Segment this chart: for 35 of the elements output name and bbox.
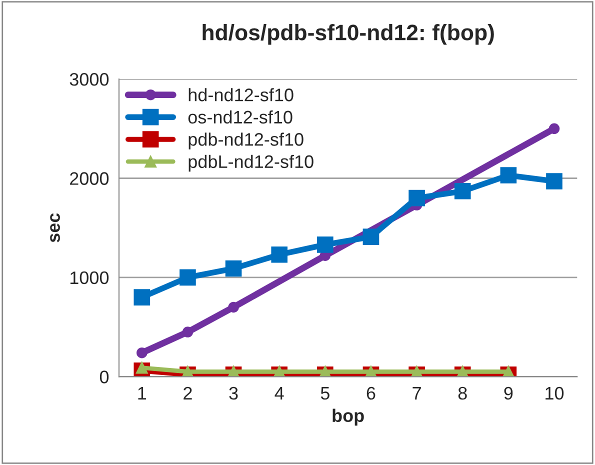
point bbox=[225, 260, 242, 277]
legend-label: hd-nd12-sf10 bbox=[188, 88, 294, 102]
x-tick-label: 3 bbox=[229, 386, 238, 400]
x-tick-label: 8 bbox=[458, 386, 467, 400]
x-tick-label: 10 bbox=[546, 386, 564, 400]
y-tick-label: 0 bbox=[100, 370, 109, 384]
x-tick-label: 1 bbox=[138, 387, 146, 400]
point bbox=[182, 326, 194, 338]
x-tick-label: 6 bbox=[366, 386, 376, 400]
point bbox=[228, 302, 239, 313]
x-tick-label: 7 bbox=[412, 387, 421, 400]
y-tick-label: 2000 bbox=[70, 172, 109, 185]
point bbox=[548, 123, 560, 134]
point bbox=[136, 347, 148, 358]
chart-title: hd/os/pdb-sf10-nd12: f(bop) bbox=[202, 24, 494, 45]
x-tick-label: 4 bbox=[274, 387, 284, 400]
x-tick-label: 2 bbox=[184, 386, 192, 400]
point bbox=[362, 228, 380, 245]
y-tick-label: 1000 bbox=[70, 271, 109, 284]
x-tick-label: 9 bbox=[504, 386, 513, 400]
x-axis-title: bop bbox=[332, 408, 364, 426]
point bbox=[180, 269, 196, 286]
legend-label: os-nd12-sf10 bbox=[188, 110, 292, 124]
point bbox=[134, 289, 150, 306]
point bbox=[454, 182, 471, 200]
point bbox=[408, 190, 425, 206]
point bbox=[271, 246, 288, 263]
legend-label: pdbL-nd12-sf10 bbox=[188, 154, 314, 172]
y-tick-label: 3000 bbox=[70, 72, 109, 86]
x-tick-label: 5 bbox=[320, 387, 330, 400]
y-axis-title: sec bbox=[50, 213, 60, 242]
legend-label: pdb-nd12-sf10 bbox=[188, 132, 304, 150]
point bbox=[500, 167, 517, 184]
point bbox=[317, 236, 334, 253]
point bbox=[546, 173, 562, 190]
